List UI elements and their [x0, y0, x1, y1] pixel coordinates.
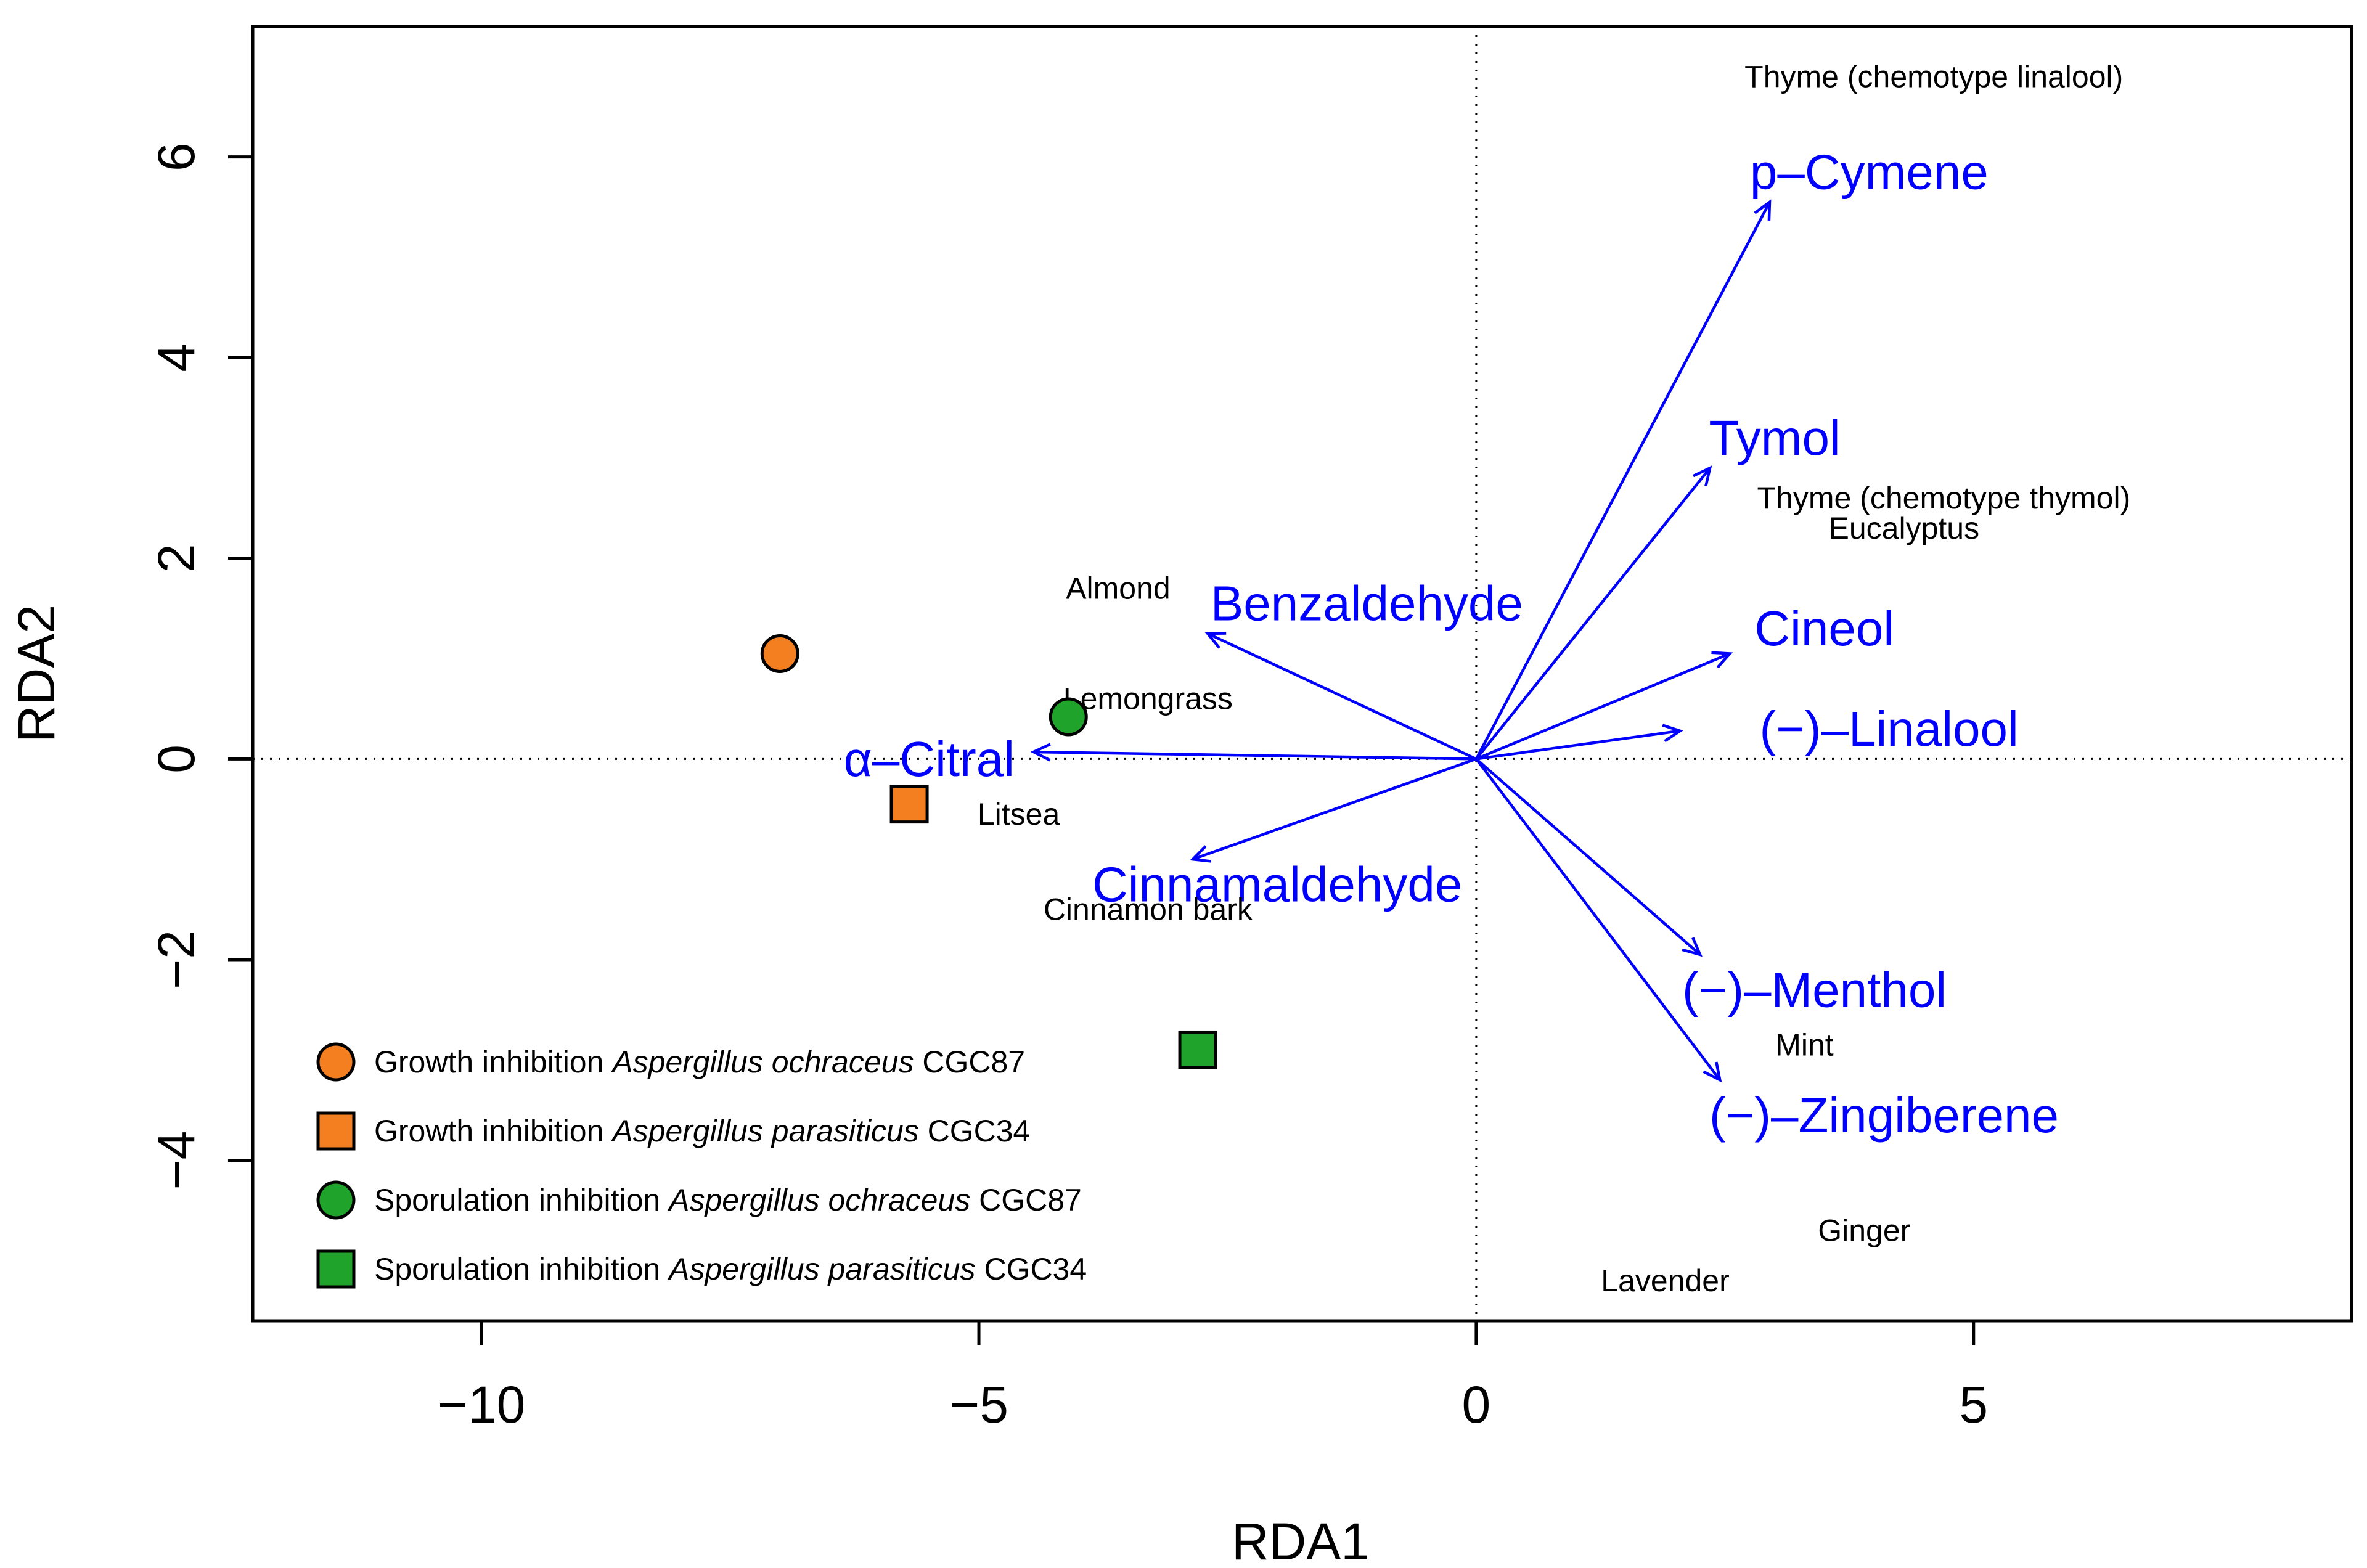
- x-tick-label: −5: [949, 1376, 1008, 1434]
- data-points: [760, 634, 1217, 1069]
- arrow-shaft: [1033, 750, 1476, 761]
- y-tick-label: 6: [147, 142, 205, 171]
- arrow-shaft: [1475, 467, 1711, 760]
- legend-item: Growth inhibition Aspergillus ochraceus …: [316, 1042, 1025, 1082]
- arrow-head: [1190, 845, 1212, 863]
- arrow-shaft: [1475, 758, 1722, 1081]
- arrow-shaft: [1207, 632, 1477, 761]
- zero-reference-lines: [253, 27, 2352, 1321]
- x-axis-title: RDA1: [1232, 1513, 1370, 1568]
- vector-arrow: [1476, 724, 1683, 761]
- y-axis-title: RDA2: [7, 605, 65, 743]
- data-point-circle: [760, 634, 799, 673]
- legend-item: Sporulation inhibition Aspergillus paras…: [316, 1249, 1087, 1289]
- y-tick-label: 0: [147, 745, 205, 774]
- arrow-head: [1754, 199, 1772, 221]
- legend-label-strain: CGC34: [976, 1252, 1087, 1286]
- vector-arrow: [1474, 199, 1772, 760]
- legend-label-prefix: Sporulation inhibition: [374, 1183, 669, 1217]
- vector-label: (−)–Linalool: [1759, 701, 2018, 756]
- site-label: Lemongrass: [1063, 682, 1233, 716]
- x-tick-label: −10: [438, 1376, 526, 1434]
- legend-label-strain: CGC34: [919, 1114, 1031, 1148]
- y-tick-label: 2: [147, 544, 205, 573]
- vector-label: p–Cymene: [1750, 145, 1989, 200]
- arrow-shaft: [1476, 729, 1681, 761]
- legend-label-strain: CGC87: [914, 1045, 1025, 1079]
- legend-label-strain: CGC87: [970, 1183, 1082, 1217]
- legend-label-prefix: Growth inhibition: [374, 1114, 612, 1148]
- vector-label: (−)–Menthol: [1682, 962, 1947, 1017]
- vector-arrow: [1475, 758, 1722, 1083]
- site-label: Litsea: [978, 797, 1060, 831]
- legend-marker-square: [316, 1249, 356, 1289]
- arrow-head: [1682, 937, 1703, 957]
- vector-arrow: [1475, 757, 1703, 957]
- legend-label-prefix: Sporulation inhibition: [374, 1252, 669, 1286]
- arrow-head: [1030, 743, 1051, 762]
- x-tick-label: 0: [1462, 1376, 1491, 1434]
- legend-label-species: Aspergillus parasiticus: [667, 1252, 975, 1286]
- data-point-circle: [1049, 697, 1088, 737]
- site-label: Lavender: [1601, 1264, 1730, 1298]
- vector-label: Cinnamaldehyde: [1092, 857, 1462, 912]
- arrow-head: [1662, 724, 1683, 743]
- site-label: Cinnamon bark: [1044, 892, 1253, 927]
- vector-labels: p–Cymene Tymol Benzaldehyde Cineol (−)–Linal…: [844, 145, 2059, 1143]
- site-label: Mint: [1775, 1027, 1834, 1062]
- vector-label: Tymol: [1709, 410, 1840, 465]
- legend-item: Growth inhibition Aspergillus parasiticu…: [316, 1111, 1030, 1151]
- y-axis: −4 −2 0 2 4 6: [147, 142, 255, 1190]
- site-label: Thyme (chemotype linalool): [1744, 59, 2123, 94]
- legend-label: Sporulation inhibition Aspergillus paras…: [374, 1252, 1087, 1286]
- vector-arrow: [1204, 632, 1477, 761]
- legend-marker-square: [316, 1111, 356, 1151]
- legend-label: Growth inhibition Aspergillus ochraceus …: [374, 1045, 1025, 1079]
- arrow-head: [1711, 651, 1733, 669]
- legend-marker-circle: [316, 1180, 356, 1220]
- vector-arrow: [1190, 757, 1477, 863]
- arrow-head: [1703, 1061, 1722, 1083]
- vector-arrows: [1030, 199, 1772, 1083]
- y-tick-label: −2: [147, 930, 205, 989]
- arrow-shaft: [1192, 757, 1477, 861]
- vector-label: Benzaldehyde: [1211, 576, 1523, 631]
- arrow-head: [1693, 465, 1712, 487]
- vector-arrow: [1476, 651, 1733, 761]
- legend-label: Sporulation inhibition Aspergillus ochra…: [374, 1183, 1082, 1217]
- legend-label: Growth inhibition Aspergillus parasiticu…: [374, 1114, 1030, 1148]
- site-label: Thyme (chemotype thymol): [1757, 481, 2130, 515]
- legend-label-species: Aspergillus ochraceus: [667, 1183, 970, 1217]
- legend: Growth inhibition Aspergillus ochraceus …: [316, 1042, 1087, 1289]
- vector-label: Cineol: [1754, 601, 1894, 656]
- y-tick-label: −4: [147, 1131, 205, 1190]
- site-label: Ginger: [1818, 1213, 1910, 1247]
- y-tick-label: 4: [147, 343, 205, 372]
- legend-label-prefix: Growth inhibition: [374, 1045, 612, 1079]
- vector-arrow: [1030, 743, 1476, 762]
- site-labels: Thyme (chemotype linalool) Thyme (chemoty…: [978, 59, 2130, 1297]
- legend-label-species: Aspergillus parasiticus: [610, 1114, 918, 1148]
- data-point-square: [889, 785, 929, 824]
- arrow-shaft: [1474, 201, 1771, 760]
- x-axis: −10 −5 0 5: [438, 1319, 1988, 1434]
- legend-label-species: Aspergillus ochraceus: [610, 1045, 914, 1079]
- x-tick-label: 5: [1959, 1376, 1988, 1434]
- arrow-head: [1204, 632, 1227, 649]
- vector-label: (−)–Zingiberene: [1709, 1088, 2059, 1143]
- arrow-shaft: [1476, 652, 1731, 761]
- data-point-square: [1178, 1030, 1217, 1069]
- legend-item: Sporulation inhibition Aspergillus ochra…: [316, 1180, 1082, 1220]
- legend-marker-circle: [316, 1042, 356, 1082]
- site-label: Almond: [1066, 571, 1171, 606]
- vector-arrow: [1475, 465, 1712, 760]
- arrow-shaft: [1475, 757, 1701, 956]
- site-label: Eucalyptus: [1829, 511, 1980, 545]
- vector-label: α–Citral: [844, 732, 1015, 786]
